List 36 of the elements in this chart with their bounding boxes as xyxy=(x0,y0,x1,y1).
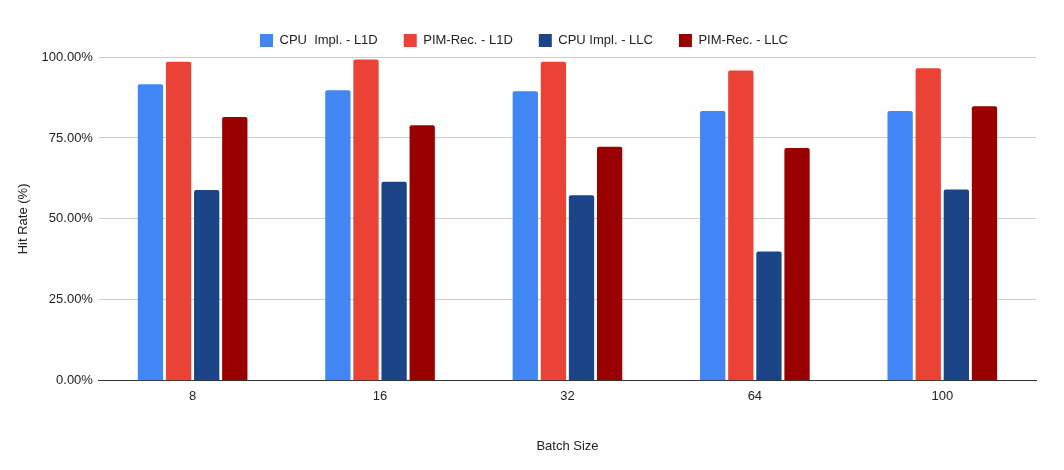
x-tick-label: 8 xyxy=(189,388,197,404)
bar xyxy=(325,90,351,381)
legend-label: PIM-Rec. - LLC xyxy=(698,32,789,48)
legend-label: PIM-Rec. - L1D xyxy=(423,32,513,48)
bar xyxy=(943,189,969,381)
bar xyxy=(784,147,810,381)
bar xyxy=(887,111,913,381)
bar xyxy=(971,106,998,381)
bar xyxy=(222,116,248,381)
bar xyxy=(409,125,435,381)
bar xyxy=(353,59,379,381)
bar xyxy=(700,111,726,381)
bar xyxy=(165,61,192,381)
x-axis-title: Batch Size xyxy=(536,437,599,453)
x-tick-label: 100 xyxy=(931,388,954,404)
y-tick-label: 0.00% xyxy=(56,372,94,388)
y-tick-label: 100.00% xyxy=(41,48,94,64)
bar xyxy=(568,195,595,381)
bar xyxy=(137,84,164,381)
bar xyxy=(756,251,782,381)
y-tick-label: 50.00% xyxy=(48,210,94,226)
bar xyxy=(194,190,220,381)
x-tick-label: 64 xyxy=(747,388,763,404)
y-tick-label: 75.00% xyxy=(48,129,94,145)
x-tick-label: 32 xyxy=(560,388,575,404)
bar xyxy=(512,91,538,381)
bar xyxy=(915,68,941,381)
legend-label: CPU Impl. - LLC xyxy=(558,32,653,48)
x-tick-label: 16 xyxy=(372,388,388,404)
legend-label: CPU Impl. - L1D xyxy=(279,32,378,48)
bar xyxy=(381,181,407,381)
bar xyxy=(596,146,623,381)
y-tick-label: 25.00% xyxy=(48,291,94,307)
bar xyxy=(540,61,567,381)
y-axis-title: Hit Rate (%) xyxy=(15,183,31,255)
bar xyxy=(728,70,754,381)
